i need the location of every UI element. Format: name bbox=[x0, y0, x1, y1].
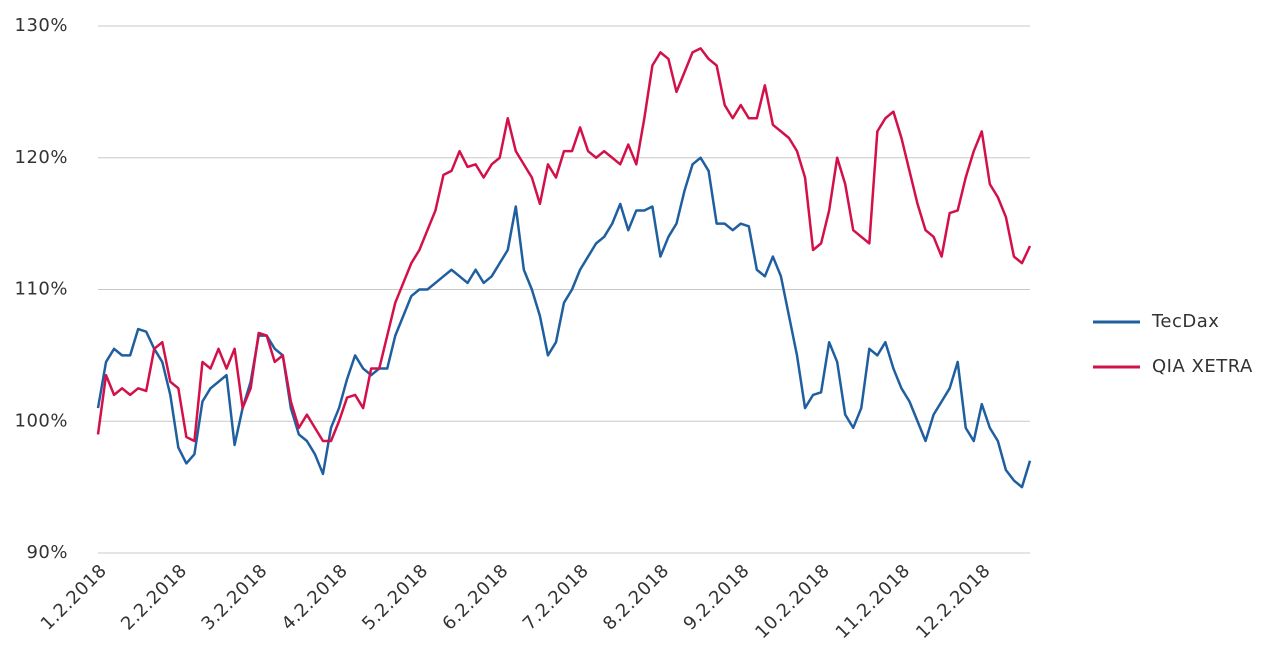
x-tick-label: 7.2.2018 bbox=[519, 560, 593, 634]
x-tick-label: 6.2.2018 bbox=[438, 560, 512, 634]
x-tick-label: 4.2.2018 bbox=[278, 560, 352, 634]
series-line bbox=[96, 47, 1032, 443]
x-tick-label: 3.2.2018 bbox=[197, 560, 271, 634]
legend-label: QIA XETRA bbox=[1152, 356, 1253, 377]
x-tick-label: 11.2.2018 bbox=[832, 560, 915, 643]
x-tick-label: 8.2.2018 bbox=[599, 560, 673, 634]
x-tick-label: 1.2.2018 bbox=[37, 560, 111, 634]
y-tick-label: 100% bbox=[15, 410, 68, 431]
y-tick-label: 90% bbox=[26, 542, 68, 563]
series-line bbox=[96, 156, 1032, 489]
x-tick-label: 12.2.2018 bbox=[912, 560, 995, 643]
x-tick-label: 9.2.2018 bbox=[679, 560, 753, 634]
x-tick-label: 2.2.2018 bbox=[117, 560, 191, 634]
y-tick-label: 130% bbox=[15, 15, 68, 36]
y-tick-label: 110% bbox=[15, 279, 68, 300]
legend-label: TecDax bbox=[1151, 311, 1219, 332]
x-tick-label: 5.2.2018 bbox=[358, 560, 432, 634]
y-tick-label: 120% bbox=[15, 147, 68, 168]
x-tick-label: 10.2.2018 bbox=[751, 560, 834, 643]
